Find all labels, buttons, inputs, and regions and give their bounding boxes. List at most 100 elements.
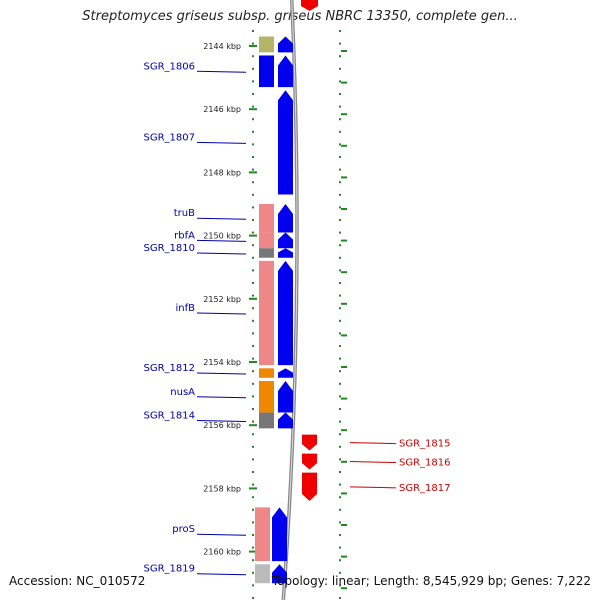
right-tick-dot: [339, 55, 341, 58]
gene-leader-line: [196, 141, 247, 144]
left-tick-dot: [252, 433, 254, 436]
right-tick-dot: [339, 433, 341, 436]
left-tick-dot: [252, 395, 254, 398]
forward-gene-arrow: [278, 204, 293, 233]
gene-label: SGR_1816: [399, 458, 451, 469]
left-tick-dot: [252, 546, 254, 549]
right-tick-dot: [339, 370, 341, 373]
cog-color-block: [259, 412, 274, 429]
forward-gene-arrow: [278, 260, 293, 366]
left-tick-dot: [252, 584, 254, 587]
gene-label: rbfA: [174, 230, 195, 241]
kbp-label: 2158 kbp: [203, 484, 241, 493]
genome-stats-text: Topology: linear; Length: 8,545,929 bp; …: [271, 574, 591, 588]
right-tick-dot: [339, 130, 341, 133]
kbp-label: 2150 kbp: [203, 232, 241, 241]
forward-gene-arrow: [278, 380, 293, 413]
left-tick-track: [252, 30, 254, 599]
left-tick-dot: [252, 445, 254, 448]
cog-color-block: [259, 36, 274, 53]
right-tick-dot: [339, 256, 341, 259]
gene-label: truB: [174, 208, 195, 219]
right-tick-dot: [339, 395, 341, 398]
left-tick-dot: [252, 67, 254, 70]
gene-leader-line: [196, 312, 247, 315]
left-tick-dot: [252, 130, 254, 133]
forward-gene-arrow: [278, 232, 293, 249]
cog-color-block: [259, 232, 274, 249]
kbp-tick: [249, 234, 257, 237]
forward-gene-arrow: [278, 368, 293, 378]
left-tick-dot: [252, 345, 254, 347]
kbp-tick: [249, 108, 257, 111]
kbp-tick: [249, 424, 257, 427]
left-tick-dot: [252, 282, 254, 284]
right-tick-dot: [339, 80, 341, 83]
right-tick-dot: [339, 244, 341, 247]
kbp-label: 2152 kbp: [203, 295, 241, 304]
right-tick-dot: [339, 231, 341, 234]
left-tick-dot: [252, 508, 254, 511]
gene-labels: SGR_1806 SGR_1807 truB rbfA SGR_1810 infB SGR_…: [144, 61, 451, 576]
right-tick-major: [341, 239, 347, 242]
right-tick-major: [341, 429, 347, 432]
reverse-gene-arrow: [302, 472, 317, 502]
left-tick-dot: [252, 118, 254, 121]
right-tick-dot: [339, 294, 341, 297]
forward-gene-arrow: [278, 412, 293, 429]
right-tick-dot: [339, 42, 341, 45]
gene-leader-line: [196, 419, 247, 422]
right-tick-dot: [339, 483, 341, 486]
right-tick-major: [341, 176, 347, 179]
forward-gene-arrow: [278, 36, 293, 53]
right-tick-dot: [339, 571, 341, 574]
gene-leader-line: [349, 442, 397, 445]
left-tick-dot: [252, 471, 254, 473]
left-tick-dot: [252, 496, 254, 499]
left-tick-dot: [252, 382, 254, 385]
right-tick-dot: [339, 67, 341, 70]
right-tick-dot: [339, 496, 341, 499]
right-tick-major: [341, 524, 347, 526]
right-tick-major: [341, 50, 347, 52]
right-tick-major: [341, 144, 347, 147]
left-tick-dot: [252, 93, 254, 95]
right-tick-dot: [339, 30, 341, 32]
left-tick-dot: [252, 483, 254, 486]
kbp-markers: 2144 kbp 2146 kbp 2148 kbp 2150 kbp 2152 kbp…: [203, 42, 257, 557]
right-tick-dot: [339, 521, 341, 524]
right-tick-major: [341, 271, 347, 274]
left-tick-dot: [252, 521, 254, 524]
left-tick-dot: [252, 231, 254, 234]
gene-label: SGR_1812: [144, 363, 196, 374]
gene-label: SGR_1815: [399, 439, 451, 450]
gene-label: SGR_1810: [144, 243, 196, 254]
right-tick-dot: [339, 319, 341, 322]
gene-label: infB: [176, 303, 196, 314]
left-tick-dot: [252, 181, 254, 184]
right-tick-dot: [339, 546, 341, 549]
gene-label: SGR_1806: [144, 61, 196, 72]
left-tick-dot: [252, 534, 254, 536]
right-tick-major: [341, 492, 347, 495]
left-tick-dot: [252, 458, 254, 461]
left-tick-dot: [252, 307, 254, 310]
forward-gene-arrow: [278, 90, 293, 195]
cog-color-block: [259, 260, 274, 366]
left-tick-dot: [252, 559, 254, 562]
right-tick-dot: [339, 269, 341, 272]
gene-label: nusA: [170, 387, 195, 398]
left-tick-dot: [252, 597, 254, 599]
right-tick-dot: [339, 508, 341, 511]
gene-leader-line: [196, 533, 247, 536]
right-tick-dot: [339, 118, 341, 121]
right-tick-dot: [339, 193, 341, 196]
right-tick-dot: [339, 93, 341, 95]
kbp-tick: [249, 550, 257, 553]
forward-gene-arrow: [272, 564, 287, 584]
reverse-gene-arrow: [302, 453, 317, 470]
kbp-label: 2156 kbp: [203, 421, 241, 430]
forward-gene-arrow: [278, 55, 293, 88]
gene-leader-line: [196, 217, 247, 220]
